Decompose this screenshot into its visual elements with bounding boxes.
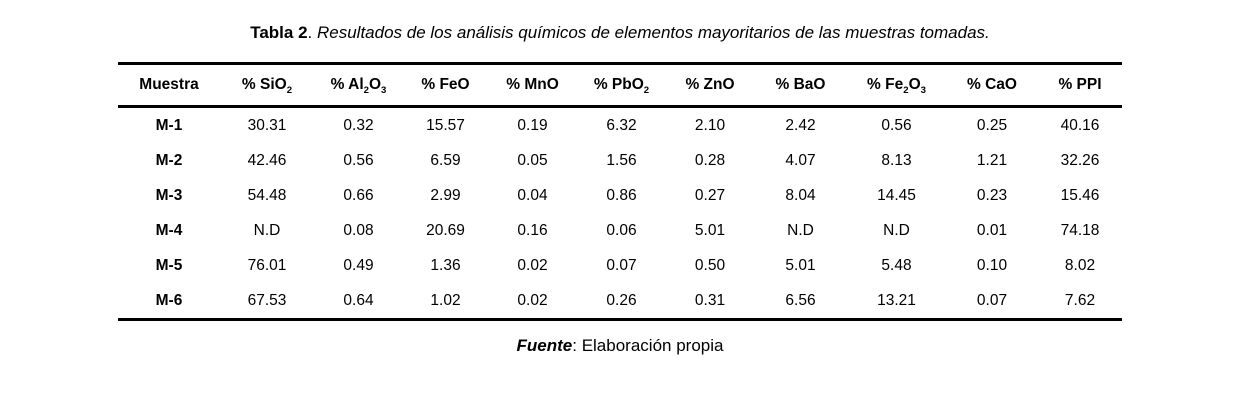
column-header-bao: % BaO <box>754 62 847 108</box>
data-cell: 6.59 <box>430 151 461 169</box>
sample-label: M-6 <box>118 283 220 321</box>
data-cell: 0.04 <box>517 186 548 204</box>
data-cell: 0.86 <box>606 186 637 204</box>
data-cell: 8.13 <box>881 151 912 169</box>
table-caption-label: Tabla 2 <box>250 23 308 42</box>
data-cell: 0.56 <box>343 151 374 169</box>
data-cell: 0.05 <box>517 151 548 169</box>
data-cell: 0.64 <box>314 283 403 321</box>
data-cell: 0.66 <box>343 186 374 204</box>
data-cell: 8.04 <box>785 186 816 204</box>
data-cell: 0.31 <box>666 283 754 321</box>
data-cell: 0.49 <box>343 256 374 274</box>
data-cell: 0.28 <box>694 151 726 169</box>
data-cell: 67.53 <box>220 283 314 321</box>
sample-label: M-4 <box>155 221 183 239</box>
table-head: Muestra% SiO2% Al2O3% FeO% MnO% PbO2% Zn… <box>118 62 1122 108</box>
data-cell: 0.26 <box>577 283 666 321</box>
table-header-row: Muestra% SiO2% Al2O3% FeO% MnO% PbO2% Zn… <box>118 62 1122 108</box>
table-row: M-3 54.48 0.66 2.99 0.04 0.86 0.27 8.04 14.45 0.2… <box>118 178 1122 213</box>
data-cell: 5.01 <box>694 221 726 239</box>
column-header-ppi: % PPI <box>1038 62 1122 108</box>
table-row: M-1 30.31 0.32 15.57 0.19 6.32 2.10 2.42 0.56 0.2… <box>118 107 1122 144</box>
data-cell: 32.26 <box>1060 151 1100 169</box>
table-row: M-5 76.01 0.49 1.36 0.02 0.07 0.50 5.01 5.48 0.10… <box>118 248 1122 283</box>
chemical-analysis-table: Muestra% SiO2% Al2O3% FeO% MnO% PbO2% Zn… <box>118 62 1122 321</box>
column-header-muestra: Muestra <box>118 62 220 108</box>
column-header-zno: % ZnO <box>666 62 754 108</box>
source-note: Fuente: Elaboración propia <box>0 336 1240 356</box>
table-row: M-2 42.46 0.56 6.59 0.05 1.56 0.28 4.07 8.13 1.21… <box>118 143 1122 178</box>
data-cell: 14.45 <box>877 186 916 204</box>
data-cell: 0.07 <box>946 283 1038 321</box>
data-cell: N.D <box>883 221 910 239</box>
data-cell: 54.48 <box>247 186 287 204</box>
data-cell: 0.32 <box>343 116 374 134</box>
column-header-fe2o3: % Fe2O3 <box>847 62 946 108</box>
table-caption: Tabla 2. Resultados de los análisis quím… <box>180 18 1060 47</box>
data-cell: 2.10 <box>694 116 726 134</box>
data-cell: 5.48 <box>881 256 912 274</box>
data-cell: N.D <box>253 221 281 239</box>
sample-label: M-5 <box>155 256 183 274</box>
sample-label: M-3 <box>155 186 183 204</box>
data-cell: 5.01 <box>785 256 816 274</box>
column-header-mno: % MnO <box>488 62 577 108</box>
source-label: Fuente <box>516 336 573 355</box>
data-cell: 0.06 <box>606 221 637 239</box>
data-cell: 7.62 <box>1038 283 1122 321</box>
data-cell: N.D <box>787 221 814 239</box>
data-cell: 2.99 <box>430 186 461 204</box>
table-body: M-1 30.31 0.32 15.57 0.19 6.32 2.10 2.42 0.56 0.2… <box>118 107 1122 321</box>
column-header-al2o3: % Al2O3 <box>314 62 403 108</box>
data-cell: 0.08 <box>343 221 374 239</box>
source-text: : Elaboración propia <box>572 336 724 355</box>
data-cell: 42.46 <box>247 151 287 169</box>
column-header-pbo2: % PbO2 <box>577 62 666 108</box>
column-header-feo: % FeO <box>403 62 488 108</box>
data-cell: 0.50 <box>694 256 726 274</box>
table-row: M-4 N.D 0.08 20.69 0.16 0.06 5.01 N.D N.D 0.01 74.… <box>118 213 1122 248</box>
data-cell: 0.07 <box>606 256 637 274</box>
data-cell: 76.01 <box>247 256 287 274</box>
data-cell: 0.10 <box>976 256 1008 274</box>
data-cell: 0.25 <box>976 116 1008 134</box>
data-cell: 0.56 <box>881 116 912 134</box>
data-cell: 2.42 <box>785 116 816 134</box>
sample-label: M-1 <box>155 116 183 134</box>
data-cell: 13.21 <box>847 283 946 321</box>
column-header-cao: % CaO <box>946 62 1038 108</box>
data-cell: 0.19 <box>517 116 548 134</box>
data-cell: 1.56 <box>606 151 637 169</box>
table-row: M-6 67.53 0.64 1.02 0.02 0.26 0.31 6.56 13.21 0.0… <box>118 283 1122 321</box>
data-cell: 0.23 <box>976 186 1008 204</box>
data-cell: 1.21 <box>976 151 1008 169</box>
data-cell: 6.32 <box>606 116 637 134</box>
data-cell: 0.02 <box>517 256 548 274</box>
data-cell: 40.16 <box>1060 116 1100 134</box>
data-cell: 6.56 <box>754 283 847 321</box>
data-cell: 1.36 <box>430 256 461 274</box>
data-cell: 74.18 <box>1060 221 1100 239</box>
data-cell: 15.46 <box>1060 186 1100 204</box>
data-cell: 30.31 <box>247 116 287 134</box>
data-cell: 15.57 <box>426 116 465 134</box>
data-cell: 0.16 <box>517 221 548 239</box>
table-caption-separator: . <box>307 23 317 42</box>
table-caption-text: Resultados de los análisis químicos de e… <box>317 23 990 42</box>
data-cell: 0.27 <box>694 186 726 204</box>
data-cell: 4.07 <box>785 151 816 169</box>
sample-label: M-2 <box>155 151 183 169</box>
data-cell: 20.69 <box>426 221 465 239</box>
data-cell: 8.02 <box>1064 256 1096 274</box>
data-cell: 0.01 <box>976 221 1008 239</box>
data-cell: 1.02 <box>403 283 488 321</box>
column-header-sio2: % SiO2 <box>220 62 314 108</box>
data-cell: 0.02 <box>488 283 577 321</box>
